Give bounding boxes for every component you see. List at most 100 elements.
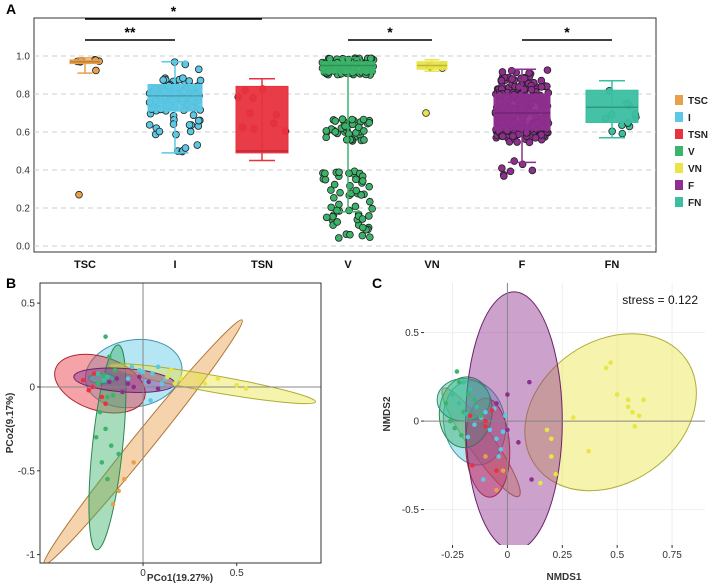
data-point bbox=[358, 231, 367, 240]
point-v bbox=[452, 425, 458, 431]
data-point bbox=[365, 197, 374, 206]
point-i bbox=[502, 413, 508, 419]
data-point bbox=[336, 188, 344, 197]
legend-label: V bbox=[688, 147, 695, 158]
point-i bbox=[496, 454, 501, 459]
legend-label: F bbox=[688, 181, 694, 192]
legend-swatch bbox=[675, 197, 683, 207]
category-label: TSC bbox=[74, 259, 96, 271]
panel-b-points bbox=[80, 334, 249, 507]
data-point bbox=[509, 132, 517, 140]
y-tick-label: 0.0 bbox=[16, 242, 30, 253]
data-point bbox=[513, 138, 521, 146]
data-point bbox=[159, 76, 167, 84]
data-point bbox=[321, 169, 329, 178]
data-point bbox=[338, 115, 347, 124]
significance-label: * bbox=[564, 24, 570, 40]
data-point bbox=[348, 115, 356, 124]
point-v bbox=[105, 476, 110, 482]
point-vn bbox=[544, 427, 550, 433]
point-v bbox=[116, 451, 121, 457]
category-label: F bbox=[519, 259, 526, 271]
point-v bbox=[101, 372, 106, 378]
point-tsn bbox=[80, 377, 86, 383]
data-point bbox=[179, 74, 187, 82]
data-point bbox=[510, 157, 519, 165]
data-point bbox=[327, 186, 335, 194]
point-tsn bbox=[103, 401, 108, 407]
x-tick-label: -0.25 bbox=[441, 550, 464, 561]
point-v bbox=[110, 393, 116, 398]
point-f bbox=[527, 379, 532, 385]
box-tsn bbox=[235, 85, 289, 154]
data-point bbox=[331, 117, 340, 125]
data-point bbox=[185, 77, 194, 85]
panel-b-pcoa: 0 0.5 0.5 0 -0.5 -1 PCo1(19.27%) PCo2(9.17%) bbox=[5, 282, 322, 584]
data-point bbox=[342, 136, 351, 144]
point-i bbox=[148, 398, 153, 403]
panel-label-a: A bbox=[6, 1, 16, 17]
ellipse-v bbox=[88, 344, 127, 551]
data-point bbox=[322, 127, 331, 135]
data-point bbox=[333, 218, 342, 226]
point-vn bbox=[586, 448, 591, 454]
point-fn bbox=[105, 374, 110, 380]
point-i bbox=[465, 434, 471, 440]
data-point bbox=[155, 127, 164, 136]
data-point bbox=[543, 66, 552, 74]
point-i bbox=[498, 447, 504, 452]
data-point bbox=[334, 234, 343, 242]
panel-label-c: C bbox=[372, 275, 382, 291]
point-tsc bbox=[122, 476, 127, 482]
data-point bbox=[322, 133, 330, 142]
point-vn bbox=[202, 381, 208, 386]
panel-b-x-axis-title: PCo1(19.27%) bbox=[147, 573, 213, 584]
data-point bbox=[360, 127, 368, 135]
stress-annotation: stress = 0.122 bbox=[622, 293, 698, 307]
data-point bbox=[321, 175, 330, 184]
point-i bbox=[487, 427, 493, 433]
data-point bbox=[189, 111, 198, 119]
point-tsc bbox=[483, 454, 488, 459]
panel-a-significance: **** * bbox=[85, 3, 612, 41]
data-point bbox=[345, 169, 353, 178]
point-f bbox=[114, 376, 120, 381]
y-tick-label: 0 bbox=[29, 382, 35, 393]
panel-a-jitter-points bbox=[73, 54, 640, 242]
point-v bbox=[103, 334, 108, 339]
data-point bbox=[345, 206, 353, 215]
point-vn bbox=[172, 381, 178, 386]
x-tick-label: 0.25 bbox=[553, 550, 573, 561]
point-f bbox=[494, 401, 499, 406]
point-v bbox=[478, 413, 484, 419]
point-vn bbox=[243, 386, 249, 391]
point-v bbox=[472, 397, 477, 403]
point-vn bbox=[632, 424, 638, 429]
point-tsn bbox=[483, 418, 488, 424]
point-f bbox=[505, 392, 510, 397]
point-i bbox=[136, 367, 142, 373]
point-vn bbox=[625, 404, 631, 410]
panel-c-points bbox=[443, 360, 646, 493]
point-vn bbox=[625, 397, 631, 403]
data-point bbox=[335, 168, 343, 177]
data-point bbox=[360, 136, 368, 144]
data-point bbox=[351, 202, 360, 211]
data-point bbox=[514, 83, 523, 91]
data-point bbox=[193, 141, 202, 149]
category-label: FN bbox=[605, 259, 620, 271]
data-point bbox=[497, 76, 506, 85]
point-vn bbox=[636, 413, 642, 419]
point-fn bbox=[101, 377, 106, 383]
point-f bbox=[146, 379, 151, 385]
point-i bbox=[129, 364, 135, 370]
point-tsn bbox=[469, 463, 475, 468]
data-point bbox=[145, 121, 154, 129]
data-point bbox=[365, 118, 374, 127]
panel-a-boxes bbox=[69, 57, 639, 213]
point-fn bbox=[463, 411, 469, 417]
x-tick-label: 0.5 bbox=[230, 568, 244, 579]
point-v bbox=[107, 354, 112, 360]
box-i bbox=[147, 84, 203, 112]
data-point bbox=[352, 175, 360, 184]
